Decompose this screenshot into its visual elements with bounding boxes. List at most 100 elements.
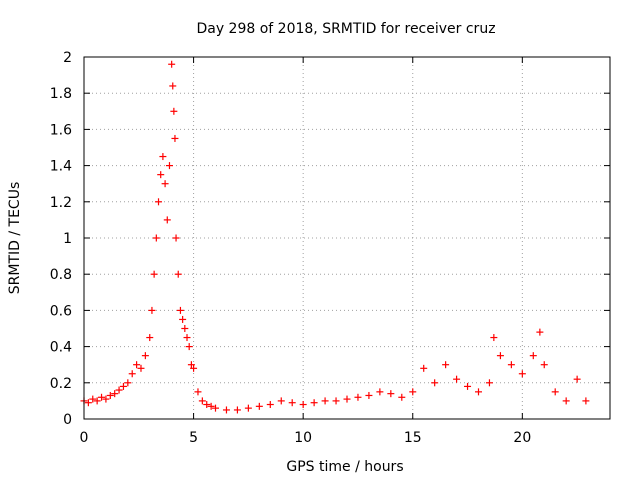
data-point bbox=[233, 406, 241, 414]
data-point bbox=[540, 361, 548, 369]
y-tick-label: 1.6 bbox=[50, 122, 72, 138]
data-point bbox=[181, 325, 189, 332]
data-point bbox=[551, 388, 559, 396]
data-point bbox=[93, 397, 101, 405]
y-tick-label: 1.8 bbox=[50, 86, 72, 102]
data-point bbox=[573, 375, 581, 383]
data-point bbox=[310, 399, 318, 407]
data-point bbox=[163, 216, 171, 224]
x-tick-label: 5 bbox=[189, 430, 198, 446]
data-point bbox=[222, 406, 230, 414]
y-tick-label: 0.4 bbox=[50, 340, 72, 356]
data-point bbox=[354, 393, 362, 401]
data-point bbox=[170, 107, 178, 115]
data-point bbox=[518, 370, 526, 378]
x-tick-label: 10 bbox=[294, 430, 312, 446]
data-point bbox=[98, 393, 106, 401]
data-point bbox=[453, 375, 461, 383]
data-point bbox=[475, 388, 482, 396]
data-point bbox=[464, 382, 472, 390]
data-points bbox=[80, 60, 590, 414]
data-point bbox=[207, 402, 215, 410]
data-point bbox=[398, 393, 406, 401]
data-point bbox=[212, 404, 219, 412]
y-axis-title: SRMTID / TECUs bbox=[7, 182, 23, 295]
data-point bbox=[155, 198, 163, 206]
data-point bbox=[562, 397, 570, 405]
y-tick-label: 1 bbox=[63, 231, 72, 247]
data-point bbox=[152, 234, 160, 242]
data-point bbox=[485, 379, 493, 387]
data-point bbox=[89, 395, 97, 403]
data-point bbox=[157, 171, 165, 179]
data-point bbox=[187, 361, 195, 369]
data-point bbox=[332, 397, 340, 405]
data-point bbox=[529, 352, 537, 360]
data-point bbox=[203, 401, 211, 409]
data-point bbox=[102, 395, 110, 403]
data-point bbox=[169, 82, 177, 90]
data-point bbox=[111, 390, 119, 398]
data-point bbox=[365, 391, 373, 399]
axis-ticks bbox=[83, 56, 610, 420]
data-point bbox=[420, 364, 428, 372]
data-point bbox=[409, 388, 417, 396]
data-point bbox=[431, 379, 439, 387]
data-point bbox=[277, 397, 285, 405]
data-point bbox=[124, 379, 132, 387]
data-point bbox=[119, 382, 127, 390]
data-point bbox=[288, 399, 296, 407]
y-tick-label: 0.6 bbox=[50, 303, 72, 319]
data-point bbox=[536, 328, 544, 336]
data-point bbox=[183, 334, 191, 342]
data-point bbox=[490, 334, 498, 342]
chart-title: Day 298 of 2018, SRMTID for receiver cru… bbox=[196, 21, 495, 37]
data-point bbox=[185, 343, 193, 351]
data-point bbox=[161, 180, 169, 188]
x-axis-title: GPS time / hours bbox=[286, 459, 403, 475]
data-point bbox=[299, 401, 307, 409]
data-point bbox=[176, 306, 184, 314]
y-tick-label: 1.2 bbox=[50, 195, 72, 211]
x-tick-label: 20 bbox=[513, 430, 531, 446]
data-point bbox=[171, 134, 179, 142]
data-point bbox=[244, 404, 252, 412]
data-point bbox=[148, 306, 156, 314]
y-tick-label: 0 bbox=[63, 412, 72, 428]
x-tick-label: 0 bbox=[80, 430, 89, 446]
data-point bbox=[133, 361, 141, 369]
data-point bbox=[442, 361, 450, 369]
data-point bbox=[106, 391, 114, 399]
data-point bbox=[387, 390, 395, 398]
tick-labels: 0 5 10 15 20 0 0.2 0.4 0.6 0.8 1 1.2 1.4 1.6 1.8 2 bbox=[50, 50, 532, 446]
data-point bbox=[507, 361, 515, 369]
data-point bbox=[321, 397, 329, 405]
data-point bbox=[496, 352, 504, 360]
data-point bbox=[266, 401, 274, 409]
data-point bbox=[150, 270, 158, 278]
y-tick-label: 2 bbox=[63, 50, 72, 66]
data-point bbox=[198, 397, 206, 405]
y-tick-label: 1.4 bbox=[50, 159, 72, 175]
plot-frame bbox=[83, 56, 611, 420]
data-point bbox=[165, 162, 173, 170]
data-point bbox=[168, 60, 176, 68]
data-point bbox=[137, 364, 145, 372]
data-point bbox=[179, 315, 187, 323]
data-point bbox=[582, 397, 590, 405]
data-point bbox=[343, 395, 351, 403]
data-point bbox=[146, 334, 154, 342]
y-tick-label: 0.2 bbox=[50, 376, 72, 392]
data-point bbox=[190, 364, 198, 372]
x-tick-label: 15 bbox=[404, 430, 422, 446]
gridlines bbox=[84, 57, 610, 419]
data-point bbox=[172, 234, 180, 242]
data-point bbox=[128, 370, 136, 378]
data-point bbox=[255, 402, 263, 410]
data-point bbox=[141, 352, 149, 360]
data-point bbox=[376, 388, 384, 396]
y-tick-label: 0.8 bbox=[50, 267, 72, 283]
data-point bbox=[174, 270, 182, 278]
data-point bbox=[194, 388, 202, 396]
